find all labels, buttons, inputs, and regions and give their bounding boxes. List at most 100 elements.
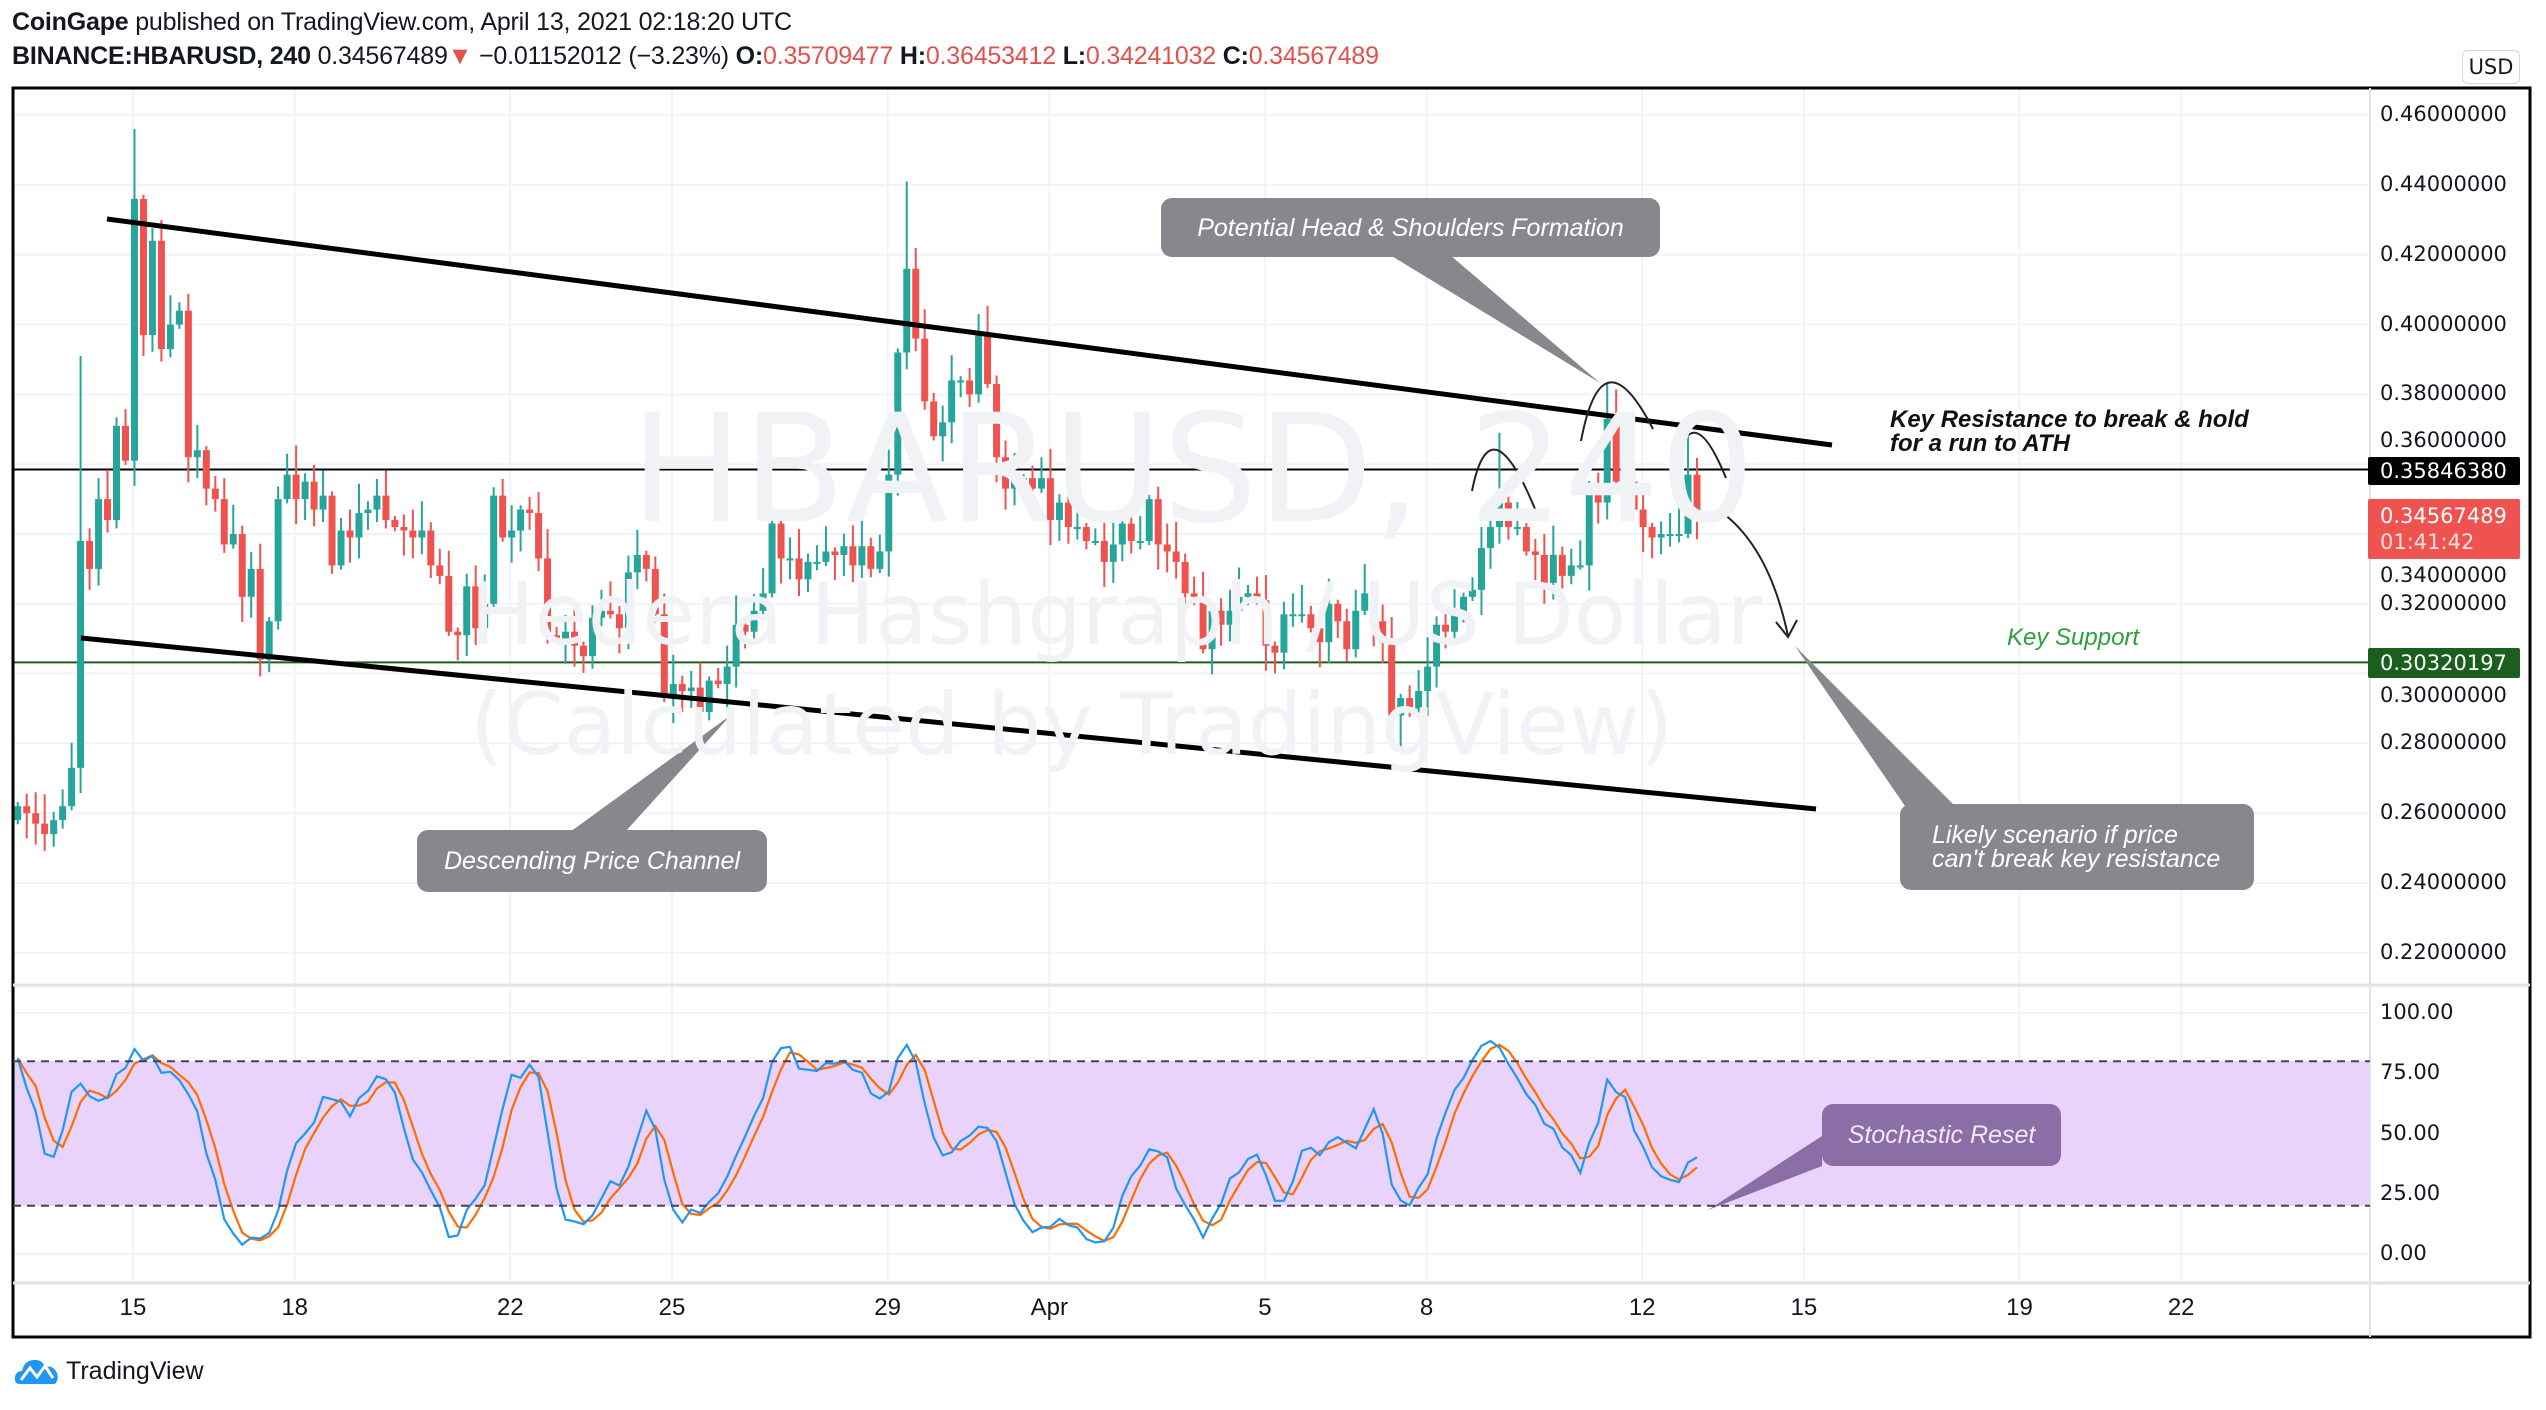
candle-body (418, 530, 426, 538)
candle-body (768, 523, 776, 594)
channel-lower-line[interactable] (80, 635, 1817, 812)
candle-body (804, 561, 812, 580)
candle-body (113, 425, 121, 521)
candle-up (1477, 527, 1485, 615)
candle-body (606, 610, 614, 615)
candle-up (948, 355, 956, 444)
candle-up (1486, 497, 1494, 569)
candle-down (211, 476, 219, 512)
candle-body (786, 558, 794, 561)
candle-up (759, 568, 767, 620)
candle-body (14, 806, 22, 821)
candle-up (1549, 525, 1557, 600)
candle-down (86, 528, 94, 590)
candle-body (211, 488, 219, 500)
candle-body (130, 198, 138, 461)
key-support-label[interactable]: Key Support (2007, 624, 2140, 651)
candle-down (930, 393, 938, 441)
candle-countdown: 01:41:42 (2380, 530, 2475, 554)
candle-body (1055, 502, 1063, 521)
candle-body (1289, 614, 1297, 617)
candle-body (750, 610, 758, 632)
candle-body (1433, 624, 1441, 667)
candle-down (553, 626, 561, 643)
candle-down (1630, 464, 1638, 514)
chart-frame (11, 86, 2532, 1339)
candle-body (1011, 478, 1019, 489)
candle-up (1118, 515, 1126, 562)
candle-body (624, 572, 632, 629)
candle-down (1504, 485, 1512, 540)
head-shoulders-callout[interactable]: Potential Head & Shoulders Formation (1161, 198, 1660, 257)
candle-up (903, 181, 911, 370)
candle-up (301, 473, 309, 521)
currency-button[interactable]: USD (2462, 50, 2520, 84)
time-tick-label: Apr (1030, 1294, 1068, 1321)
price-tick-label: 0.22000000 (2380, 939, 2507, 964)
candle-body (1136, 540, 1144, 543)
candle-body (122, 425, 129, 461)
price-tick-label: 0.42000000 (2380, 241, 2507, 266)
channel-upper-line[interactable] (106, 216, 1833, 448)
candle-body (822, 551, 830, 562)
candle-body (247, 568, 255, 597)
candle-body (831, 551, 839, 555)
candle-up (1433, 616, 1441, 688)
channel-pointer (570, 715, 731, 832)
time-tick-label: 19 (2006, 1294, 2033, 1321)
key-resistance-note[interactable]: Key Resistance to break & hold for a run… (1890, 408, 2249, 456)
candle-up (624, 555, 632, 650)
candle-up (1136, 515, 1144, 550)
candle-down (427, 522, 435, 578)
candle-body (669, 684, 677, 699)
candle-body (1495, 502, 1503, 528)
candle-down (984, 305, 992, 389)
candle-down (391, 515, 399, 532)
candle-up (1352, 589, 1360, 658)
stoch-reset-pointer (1708, 1136, 1822, 1210)
candle-body (409, 530, 417, 538)
candle-down (1388, 617, 1396, 733)
candle-down (1334, 599, 1342, 639)
candle-body (957, 380, 965, 383)
candle-up (1657, 521, 1665, 555)
candle-down (1046, 448, 1054, 546)
candle-body (1630, 481, 1638, 510)
candle-body (77, 540, 85, 768)
symbol-name[interactable]: BINANCE:HBARUSD, 240 (12, 42, 311, 70)
candle-up (1145, 494, 1153, 546)
stochastic-reset-callout[interactable]: Stochastic Reset (1822, 1104, 2061, 1166)
low-value: 0.34241032 (1085, 42, 1216, 70)
candle-down (238, 525, 246, 622)
candle-up (1469, 577, 1476, 602)
time-tick-label: 18 (281, 1294, 309, 1321)
candle-body (588, 617, 596, 657)
candle-body (1424, 666, 1432, 692)
watermark-description: Hedera Hashgraph / US Dollar (Calculated… (470, 565, 1763, 775)
candle-body (265, 621, 273, 660)
candle-body (678, 684, 686, 692)
tradingview-logo[interactable]: TradingView (14, 1356, 204, 1386)
publisher-name[interactable]: CoinGape (12, 8, 129, 36)
candle-down (1612, 389, 1620, 495)
candle-body (1190, 593, 1198, 597)
candle-body (1307, 614, 1315, 629)
candle-down (1442, 607, 1450, 649)
stoch-tick-label: 25.00 (2380, 1180, 2441, 1205)
candle-up (77, 356, 85, 793)
candle-up (59, 789, 67, 829)
candle-body (1145, 499, 1153, 541)
candle-up (229, 504, 237, 549)
candle-down (544, 529, 552, 644)
candle-up (1037, 457, 1045, 493)
candle-body (1235, 596, 1243, 611)
candle-body (1082, 527, 1090, 541)
channel-callout[interactable]: Descending Price Channel (417, 830, 767, 892)
candle-body (1540, 554, 1548, 583)
scenario-callout[interactable]: Likely scenario if price can't break key… (1900, 804, 2254, 890)
candle-body (1316, 628, 1324, 643)
right-shoulder-arc (1671, 431, 1727, 484)
candle-body (382, 495, 390, 521)
candle-body (400, 527, 408, 531)
candle-down (1253, 576, 1261, 605)
